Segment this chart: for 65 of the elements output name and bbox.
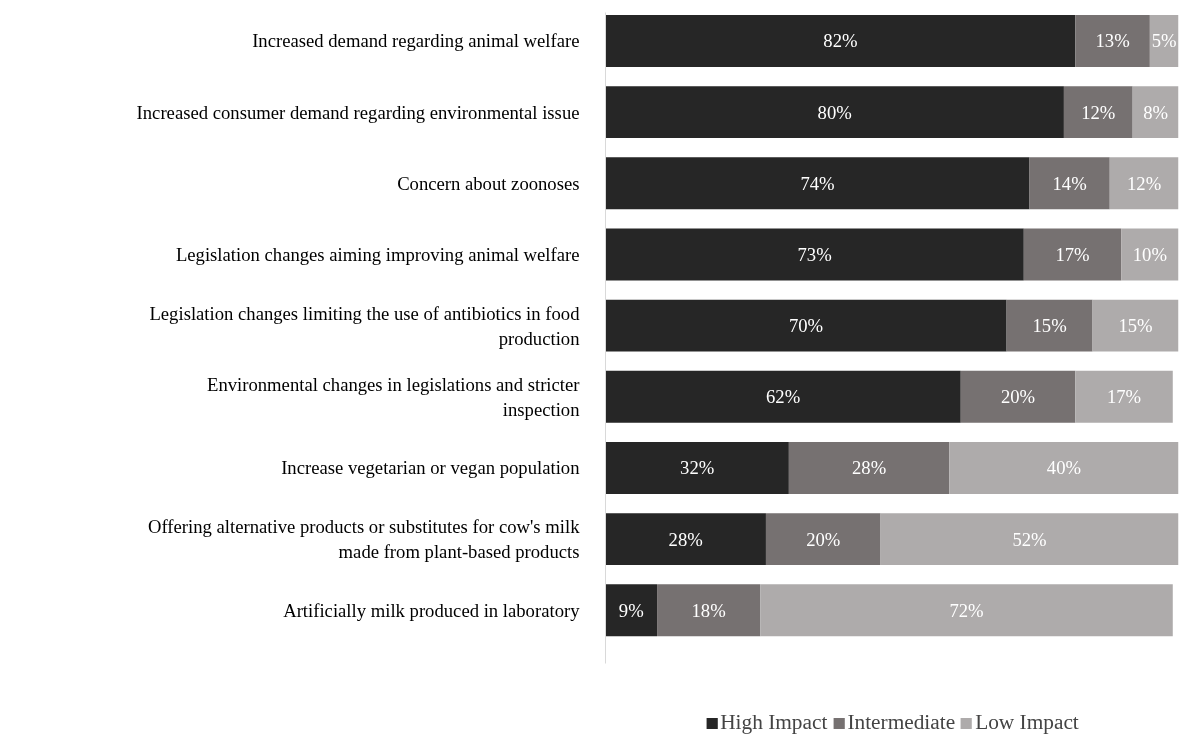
bar: [605, 441, 789, 494]
bar: [605, 228, 1024, 281]
bar: [605, 86, 1064, 139]
data-label: 40%: [1046, 457, 1081, 479]
data-label: 5%: [1151, 30, 1177, 52]
bar: [1029, 157, 1110, 210]
data-label: 82%: [823, 30, 858, 52]
data-label: 74%: [800, 172, 835, 194]
bar: [605, 157, 1030, 210]
data-label: 20%: [1000, 386, 1036, 408]
data-label: 32%: [680, 457, 715, 479]
bar: [788, 441, 950, 494]
data-label: 8%: [1143, 101, 1169, 123]
bar: [1075, 14, 1150, 67]
data-label: 12%: [1127, 172, 1162, 194]
bar: [1063, 86, 1133, 139]
data-label: 14%: [1052, 172, 1087, 194]
y-tick-label: Concern about zoonoses: [397, 172, 580, 194]
y-tick-label: Increased consumer demand regarding environmental issue: [136, 101, 580, 123]
bar: [657, 584, 761, 637]
bar: [605, 584, 658, 637]
data-label: 28%: [851, 457, 887, 479]
bar: [605, 299, 1007, 352]
y-tick-label: Artificially milk produced in laboratory: [283, 599, 581, 621]
legend-label: Intermediate: [847, 710, 956, 735]
bar: [765, 513, 881, 566]
bar: [960, 370, 1076, 423]
y-tick-label: Legislation changes aiming improving animal welfare: [175, 243, 580, 265]
y-tick-label: Offering alternative products or substitutes for cow's milk made from plant-based products: [148, 516, 581, 563]
data-label: 15%: [1032, 315, 1067, 337]
bar: [1121, 228, 1179, 281]
bar: [760, 584, 1173, 637]
bar: [605, 513, 766, 566]
y-tick-label: Increase vegetarian or vegan population: [281, 457, 581, 479]
y-tick-label: Legislation changes limiting the use of antibiotics in food production: [149, 302, 581, 349]
legend-label: Low Impact: [975, 710, 1079, 735]
bar: [1023, 228, 1122, 281]
data-label: 73%: [797, 243, 832, 265]
y-tick-label: Increased demand regarding animal welfare: [252, 30, 580, 52]
data-label: 12%: [1081, 101, 1116, 123]
data-label: 9%: [618, 599, 644, 621]
bar: [1092, 299, 1179, 352]
data-label: 17%: [1055, 243, 1090, 265]
data-label: 80%: [817, 101, 852, 123]
bar: [949, 441, 1179, 494]
data-label: 70%: [788, 315, 824, 337]
data-label: 28%: [668, 528, 703, 550]
bar: [880, 513, 1179, 566]
data-label: 15%: [1118, 315, 1153, 337]
data-label: 13%: [1095, 30, 1130, 52]
legend-label: High Impact: [720, 710, 828, 735]
bar: [1132, 86, 1179, 139]
data-label: 10%: [1132, 243, 1167, 265]
y-tick-label: Environmental changes in legislations and stricter inspection: [206, 373, 581, 420]
data-label: 20%: [806, 528, 841, 550]
bar: [1006, 299, 1093, 352]
bar: [605, 14, 1076, 67]
data-label: 52%: [1012, 528, 1047, 550]
bar: [1109, 157, 1179, 210]
bar: [1075, 370, 1173, 423]
data-label: 17%: [1106, 386, 1142, 408]
data-label: 62%: [766, 386, 801, 408]
data-label: 72%: [949, 599, 984, 621]
bar: [605, 370, 961, 423]
data-label: 18%: [691, 599, 726, 621]
